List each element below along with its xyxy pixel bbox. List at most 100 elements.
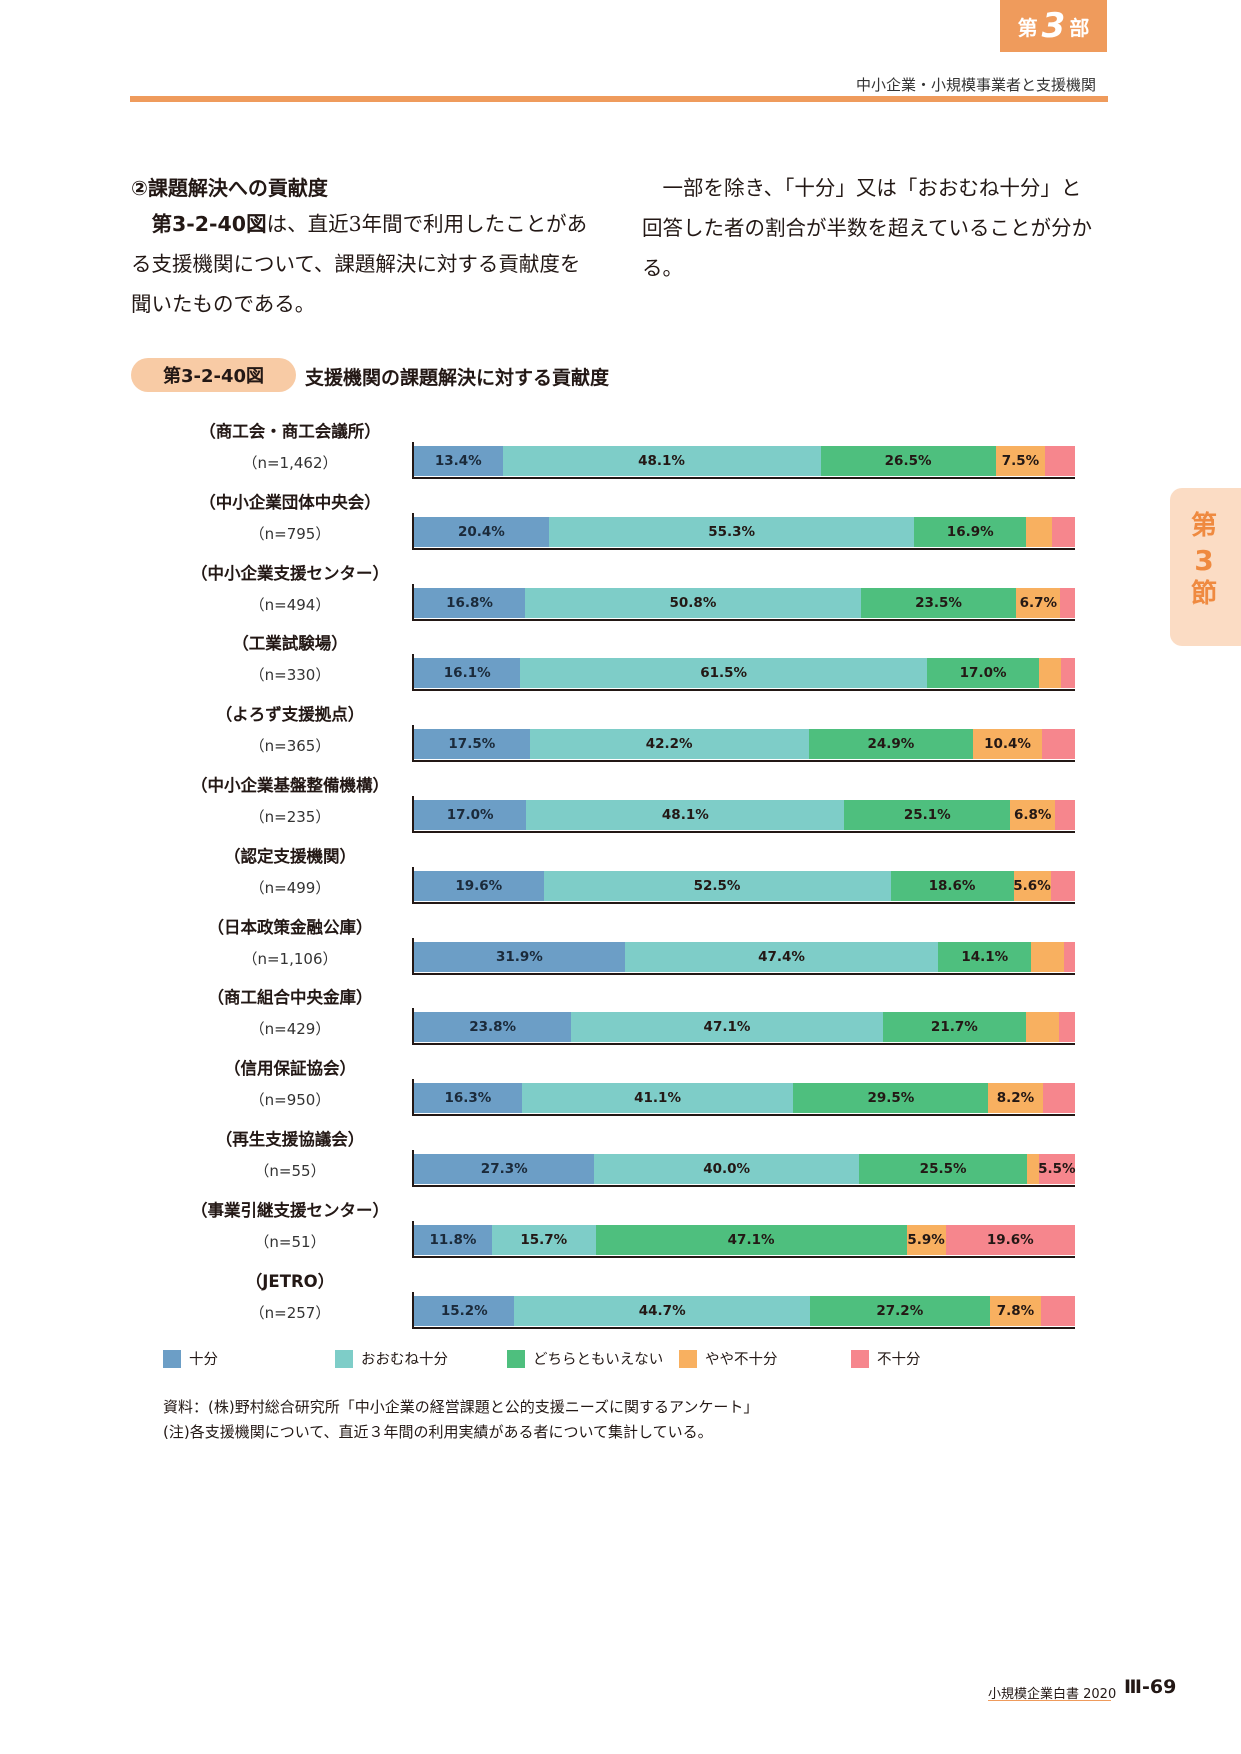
bar-segment: 24.9% xyxy=(808,729,974,759)
body-text-right: 一部を除き、「十分」又は「おおむね十分」と 回答した者の割合が半数を超えているこ… xyxy=(642,168,1112,288)
bar-segment: 11.8% xyxy=(414,1225,492,1255)
data-label: 42.2% xyxy=(645,736,693,752)
legend-item: どちらともいえない xyxy=(507,1348,663,1369)
bar-axis-tick xyxy=(412,867,414,904)
footer-rule xyxy=(988,1700,1111,1701)
data-label: 23.8% xyxy=(469,1019,517,1035)
data-label: 19.6% xyxy=(986,1232,1034,1248)
bar-segment xyxy=(1059,1012,1075,1042)
data-label: 21.7% xyxy=(930,1019,978,1035)
bar-segment: 21.7% xyxy=(882,1012,1027,1042)
bar-segment: 16.9% xyxy=(914,517,1027,547)
bar-segment: 26.5% xyxy=(820,446,996,476)
data-label: 6.7% xyxy=(1019,595,1058,611)
data-label: 41.1% xyxy=(634,1090,681,1106)
data-label: 24.9% xyxy=(867,736,915,752)
category-sample-size: （n=257） xyxy=(249,1304,331,1322)
category-sample-size: （n=365） xyxy=(249,737,331,755)
category-sample-size: （n=1,462） xyxy=(242,454,338,472)
bar-baseline xyxy=(412,831,1075,833)
category-label: （中小企業基盤整備機構） xyxy=(191,776,389,795)
bar-axis-tick xyxy=(412,1079,414,1116)
page-number: Ⅲ-69 xyxy=(1124,1676,1177,1698)
legend-swatch xyxy=(507,1349,525,1368)
bar-segment: 16.1% xyxy=(414,658,521,688)
body-left-line-2: る支援機関について、課題解決に対する貢献度を xyxy=(131,252,581,276)
part-tab: 第 3 部 xyxy=(1000,0,1107,52)
data-label: 47.1% xyxy=(727,1232,775,1248)
category-label: （認定支援機関） xyxy=(224,847,356,866)
chart-legend: 十分 おおむね十分 どちらともいえない やや不十分 不十分 xyxy=(163,1348,923,1372)
bar-baseline xyxy=(412,619,1075,621)
body-left-line-1-text: は、直近3年間で利用したことがあ xyxy=(266,212,588,236)
bar-baseline xyxy=(412,1043,1075,1045)
bar-segment: 5.6% xyxy=(1013,871,1051,901)
bar-segment: 16.8% xyxy=(414,588,526,618)
bar-segment xyxy=(1061,658,1075,688)
stacked-bar: 16.8% 50.8% 23.5% 6.7% xyxy=(414,588,1075,618)
data-label: 19.6% xyxy=(455,878,503,894)
bar-segment: 29.5% xyxy=(793,1083,989,1113)
bar-segment: 15.7% xyxy=(491,1225,596,1255)
data-label: 31.9% xyxy=(496,949,543,965)
bar-segment: 23.8% xyxy=(414,1012,572,1042)
bar-segment: 17.0% xyxy=(414,800,527,830)
bar-axis-tick xyxy=(412,725,414,762)
category-label: （商工会・商工会議所） xyxy=(199,422,381,441)
data-label: 7.5% xyxy=(1001,453,1040,469)
running-head: 中小企業・小規模事業者と支援機関 xyxy=(855,76,1096,94)
stacked-bar: 23.8% 47.1% 21.7% xyxy=(414,1012,1075,1042)
bar-baseline xyxy=(412,1185,1075,1187)
category-label: （事業引継支援センター） xyxy=(191,1201,389,1220)
data-label: 15.7% xyxy=(520,1232,568,1248)
data-label: 50.8% xyxy=(669,595,717,611)
data-label: 11.8% xyxy=(429,1232,477,1248)
stacked-bar: 16.3% 41.1% 29.5% 8.2% xyxy=(414,1083,1075,1113)
category-sample-size: （n=494） xyxy=(249,596,331,614)
data-label: 18.6% xyxy=(928,878,976,894)
data-label: 25.1% xyxy=(903,807,951,823)
bar-segment: 48.1% xyxy=(502,446,821,476)
bar-segment xyxy=(1041,729,1075,759)
bar-segment: 27.3% xyxy=(414,1154,595,1184)
data-label: 17.5% xyxy=(448,736,496,752)
data-label: 40.0% xyxy=(703,1161,751,1177)
bar-segment: 6.8% xyxy=(1010,800,1056,830)
data-label: 16.1% xyxy=(443,665,491,681)
bar-segment: 47.1% xyxy=(571,1012,883,1042)
data-label: 26.5% xyxy=(884,453,932,469)
footnote: (注)各支援機関について、直近３年間の利用実績がある者について集計している。 xyxy=(163,1423,713,1441)
body-left-line-3: 聞いたものである。 xyxy=(131,292,316,316)
bar-segment: 13.4% xyxy=(414,446,503,476)
bar-segment: 47.1% xyxy=(595,1225,907,1255)
stacked-bar: 17.5% 42.2% 24.9% 10.4% xyxy=(414,729,1075,759)
data-label: 61.5% xyxy=(700,665,748,681)
stacked-bar: 19.6% 52.5% 18.6% 5.6% xyxy=(414,871,1075,901)
part-tab-prefix: 第 xyxy=(1017,15,1038,40)
bar-baseline xyxy=(412,1327,1075,1329)
bar-segment: 50.8% xyxy=(525,588,861,618)
section-tab-number: 3 xyxy=(1194,543,1214,577)
bar-segment: 17.0% xyxy=(926,658,1040,688)
data-label: 20.4% xyxy=(458,524,505,540)
bar-axis-tick xyxy=(412,442,414,479)
bar-baseline xyxy=(412,760,1075,762)
legend-swatch xyxy=(335,1349,353,1368)
bar-axis-tick xyxy=(412,1008,414,1045)
data-label: 29.5% xyxy=(867,1090,915,1106)
bar-baseline xyxy=(412,548,1075,550)
bar-segment xyxy=(1055,800,1075,830)
source-note: 資料：(株)野村総合研究所「中小企業の経営課題と公的支援ニーズに関するアンケート… xyxy=(163,1398,759,1416)
data-label: 27.2% xyxy=(876,1303,924,1319)
bar-segment: 47.4% xyxy=(624,942,939,972)
category-label: （商工組合中央金庫） xyxy=(207,988,373,1007)
bar-segment: 27.2% xyxy=(809,1296,990,1326)
data-label: 47.4% xyxy=(758,949,805,965)
data-label: 6.8% xyxy=(1013,807,1052,823)
section-tab-prefix: 第 xyxy=(1190,511,1217,541)
bar-segment: 19.6% xyxy=(414,871,544,901)
bar-segment: 18.6% xyxy=(890,871,1014,901)
stacked-bar: 20.4% 55.3% 16.9% xyxy=(414,517,1075,547)
data-label: 25.5% xyxy=(919,1161,967,1177)
data-label: 16.8% xyxy=(446,595,493,611)
